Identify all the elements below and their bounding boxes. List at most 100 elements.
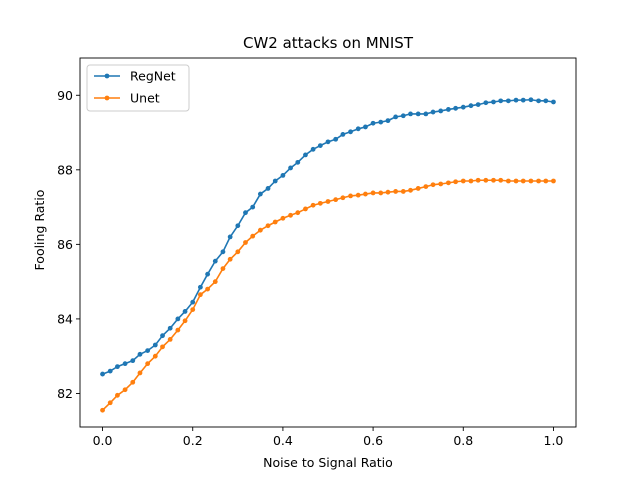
data-point — [167, 325, 173, 331]
legend-label: Unet — [130, 91, 160, 106]
data-point — [393, 114, 399, 120]
data-point — [385, 118, 391, 124]
data-point — [317, 200, 323, 206]
legend-label: RegNet — [130, 69, 176, 84]
data-point — [243, 240, 248, 245]
data-point — [543, 98, 549, 104]
data-point — [310, 202, 316, 208]
data-point — [137, 351, 143, 357]
data-point — [505, 98, 511, 104]
data-point — [333, 197, 339, 203]
data-point — [408, 187, 413, 193]
data-point — [137, 370, 143, 376]
data-point — [400, 113, 406, 119]
data-point — [445, 180, 451, 186]
data-point — [528, 97, 534, 103]
data-point — [460, 104, 466, 110]
data-point — [272, 178, 278, 184]
y-axis-ticks: 82 84 86 88 90 — [57, 88, 80, 401]
data-point — [430, 109, 436, 115]
data-point — [415, 186, 421, 191]
data-point — [483, 177, 489, 183]
data-point — [167, 337, 173, 342]
data-point — [475, 102, 481, 107]
data-point — [122, 387, 128, 393]
data-point — [250, 204, 256, 210]
data-point — [468, 103, 474, 109]
data-point — [460, 178, 466, 184]
data-point — [220, 266, 226, 271]
data-point — [325, 139, 331, 145]
data-point — [400, 189, 406, 194]
data-point — [333, 136, 339, 142]
data-point — [317, 143, 323, 148]
x-tick-label: 1.0 — [544, 433, 564, 448]
data-point — [536, 98, 541, 104]
data-point — [190, 299, 196, 305]
data-point — [175, 327, 181, 333]
data-point — [498, 98, 504, 104]
x-tick-label: 0.0 — [93, 433, 113, 448]
data-point — [385, 189, 391, 195]
data-point — [107, 368, 113, 374]
data-point — [303, 206, 308, 212]
data-point — [520, 178, 526, 184]
data-point — [115, 392, 120, 398]
data-point — [115, 364, 120, 370]
data-point — [152, 353, 158, 359]
data-point — [272, 219, 278, 225]
x-tick-label: 0.2 — [183, 433, 203, 448]
x-axis-label: Noise to Signal Ratio — [263, 455, 393, 470]
data-point — [295, 159, 301, 165]
data-point — [205, 271, 211, 277]
data-point — [288, 212, 293, 218]
data-point — [122, 361, 128, 367]
data-point — [340, 132, 346, 137]
data-point — [491, 99, 496, 105]
data-point — [130, 379, 136, 385]
data-point — [182, 318, 188, 324]
data-point — [227, 256, 233, 262]
data-point — [295, 210, 301, 216]
data-point — [145, 361, 151, 367]
data-point — [505, 178, 511, 184]
data-point — [257, 191, 263, 197]
data-point — [265, 223, 271, 229]
plot-area — [79, 57, 577, 428]
data-point — [551, 99, 556, 105]
data-point — [280, 215, 286, 221]
data-point — [100, 371, 105, 377]
data-point — [145, 348, 151, 353]
data-point — [445, 107, 451, 112]
data-point — [528, 178, 534, 184]
data-point — [235, 223, 241, 229]
data-point — [212, 258, 218, 264]
data-point — [243, 210, 248, 216]
data-point — [355, 192, 361, 198]
data-point — [423, 184, 429, 189]
data-point — [348, 193, 353, 199]
x-tick-label: 0.8 — [453, 433, 473, 448]
data-point — [536, 178, 541, 184]
data-point — [348, 129, 353, 135]
data-point — [190, 307, 196, 312]
data-point — [430, 182, 436, 188]
data-point — [520, 97, 526, 103]
data-point — [160, 333, 165, 339]
data-point — [310, 146, 316, 152]
data-point — [130, 358, 136, 364]
data-point — [250, 233, 256, 239]
data-point — [265, 186, 271, 191]
data-point — [438, 181, 444, 187]
data-point — [483, 100, 489, 106]
data-point — [513, 97, 519, 103]
data-point — [468, 178, 474, 184]
legend: RegNet Unet — [86, 64, 190, 112]
data-point — [235, 249, 241, 255]
data-point — [453, 179, 459, 185]
data-point — [205, 286, 211, 292]
data-point — [182, 309, 188, 314]
data-point — [355, 126, 361, 132]
data-point — [370, 190, 376, 196]
